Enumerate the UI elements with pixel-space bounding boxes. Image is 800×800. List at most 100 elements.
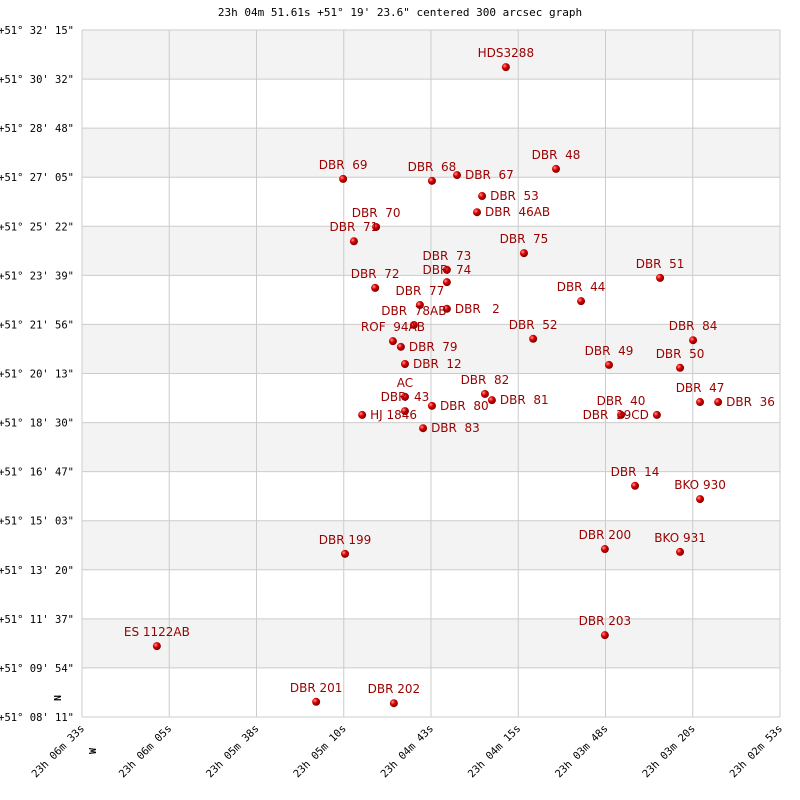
star-point [372, 222, 381, 231]
star-label: DBR 53 [490, 189, 539, 203]
star-point [473, 208, 482, 217]
star-label: DBR 77 [396, 284, 445, 298]
star-label: DBR 74 [423, 263, 472, 277]
star-label: DBR 43 [381, 390, 430, 404]
y-tick-label: +51° 27' 05" [0, 172, 74, 184]
star-point [600, 545, 609, 554]
star-point [519, 249, 528, 258]
x-tick-label: 23h 06m 33s [29, 723, 87, 781]
star-point [478, 192, 487, 201]
star-point [696, 398, 705, 407]
star-point [714, 398, 723, 407]
star-label: DBR 75 [500, 232, 549, 246]
star-label: DBR 48 [532, 148, 581, 162]
star-point [415, 300, 424, 309]
star-label: DBR 68 [408, 160, 457, 174]
star-label: DBR 82 [461, 373, 510, 387]
star-label: BKO 930 [674, 478, 726, 492]
star-label: DBR 72 [351, 267, 400, 281]
x-tick-label: 23h 04m 43s [378, 723, 436, 781]
star-label: DBR 79 [409, 340, 458, 354]
star-label: DBR 52 [509, 318, 558, 332]
star-label: DBR 73 [423, 249, 472, 263]
star-point [409, 320, 418, 329]
star-label: DBR 80 [440, 399, 489, 413]
star-point [604, 360, 613, 369]
star-label: DBR 83 [431, 421, 480, 435]
star-label: DBR 14 [611, 465, 660, 479]
star-point [577, 297, 586, 306]
star-point [631, 481, 640, 490]
star-label: DBR 40 [597, 394, 646, 408]
star-point [152, 642, 161, 651]
star-point [600, 631, 609, 640]
star-label: DBR 49 [585, 344, 634, 358]
x-tick-label: 23h 06m 05s [117, 723, 175, 781]
star-point [427, 176, 436, 185]
star-point [689, 336, 698, 345]
star-label: DBR 46AB [485, 205, 550, 219]
star-point [696, 495, 705, 504]
star-point [501, 63, 510, 72]
y-tick-label: +51° 25' 22" [0, 221, 74, 233]
star-label: DBR 202 [368, 682, 421, 696]
y-tick-label: +51° 11' 37" [0, 614, 74, 626]
star-point [652, 410, 661, 419]
star-point [442, 265, 451, 274]
y-tick-label: +51° 13' 20" [0, 565, 74, 577]
star-label: DBR 50 [656, 347, 705, 361]
x-tick-label: 23h 03m 48s [553, 723, 611, 781]
star-label: DBR 84 [669, 319, 718, 333]
x-tick-label: 23h 05m 10s [291, 723, 349, 781]
star-point [312, 697, 321, 706]
star-label: DBR 44 [557, 280, 606, 294]
star-label: DBR 67 [465, 168, 514, 182]
star-point [419, 424, 428, 433]
star-label: HDS3288 [478, 46, 534, 60]
star-label: ES 1122AB [124, 625, 190, 639]
star-point [442, 304, 451, 313]
star-point [617, 410, 626, 419]
star-point [427, 401, 436, 410]
west-label: W [88, 747, 99, 754]
star-point [529, 334, 538, 343]
star-point [442, 278, 451, 287]
x-tick-label: 23h 04m 15s [466, 723, 524, 781]
star-point [349, 237, 358, 246]
star-label: DBR 78AB [381, 304, 446, 318]
star-point [389, 699, 398, 708]
star-point [371, 283, 380, 292]
star-label: HJ 1846 [370, 408, 417, 422]
star-point [358, 410, 367, 419]
star-label: DBR 70 [352, 206, 401, 220]
star-label: DBR 47 [676, 381, 725, 395]
star-point [400, 407, 409, 416]
star-point [453, 171, 462, 180]
x-tick-label: 23h 05m 38s [204, 723, 262, 781]
star-label: DBR 201 [290, 681, 343, 695]
star-point [400, 392, 409, 401]
star-point [396, 342, 405, 351]
y-tick-label: +51° 15' 03" [0, 516, 74, 528]
north-label: N [53, 695, 64, 701]
star-point [552, 164, 561, 173]
star-point [388, 337, 397, 346]
star-label: DBR 81 [500, 393, 549, 407]
star-label: DBR 71 [330, 220, 379, 234]
star-label: ROF 94AB [361, 320, 425, 334]
y-tick-label: +51° 30' 32" [0, 74, 74, 86]
star-point [676, 547, 685, 556]
star-label: DBR 2 [455, 302, 500, 316]
star-label: AC [397, 376, 413, 390]
y-tick-label: +51° 08' 11" [0, 712, 74, 724]
star-point [339, 174, 348, 183]
chart-title: 23h 04m 51.61s +51° 19' 23.6" centered 3… [217, 6, 583, 19]
star-label: DBR 199 [319, 533, 372, 547]
star-point [480, 389, 489, 398]
star-point [676, 363, 685, 372]
star-label: DBR 12 [413, 357, 462, 371]
y-tick-label: +51° 32' 15" [0, 25, 74, 37]
y-tick-label: +51° 16' 47" [0, 467, 74, 479]
y-tick-label: +51° 18' 30" [0, 418, 74, 430]
